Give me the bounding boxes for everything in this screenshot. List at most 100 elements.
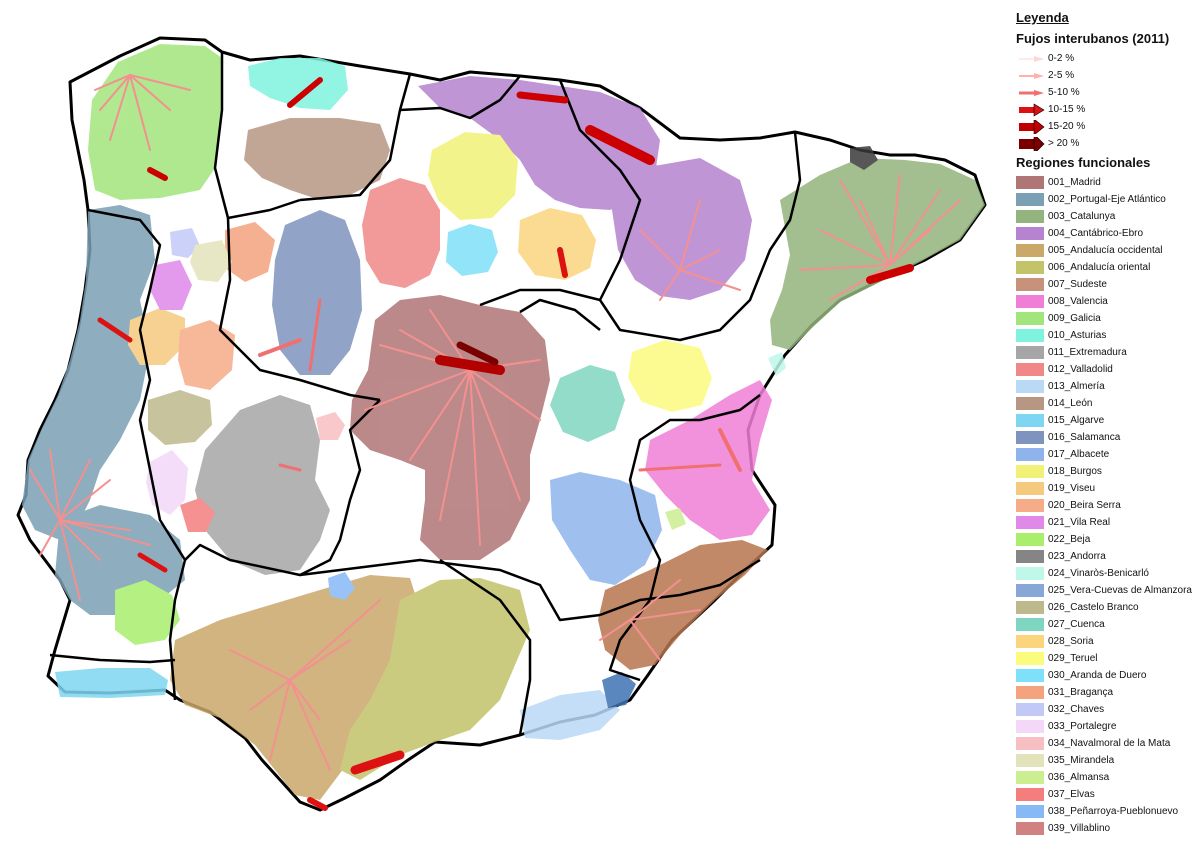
region-almeria <box>520 690 620 740</box>
region-legend-item: 033_Portalegre <box>1016 718 1196 735</box>
region-swatch <box>1016 788 1044 801</box>
flow-arrow-icon <box>1019 136 1045 151</box>
regions-title: Regiones funcionales <box>1016 155 1151 170</box>
region-legend-item: 005_Andalucía occidental <box>1016 242 1196 259</box>
flow-legend-item: 15-20 % <box>1016 118 1196 135</box>
region-legend-item: 009_Galicia <box>1016 310 1196 327</box>
region-legend-item: 021_Vila Real <box>1016 514 1196 531</box>
region-extremadura <box>195 395 330 575</box>
flow-legend-item: 5-10 % <box>1016 84 1196 101</box>
region-legend-label: 032_Chaves <box>1048 704 1105 715</box>
region-legend-item: 011_Extremadura <box>1016 344 1196 361</box>
region-legend-item: 006_Andalucía oriental <box>1016 259 1196 276</box>
region-legend-item: 022_Beja <box>1016 531 1196 548</box>
region-swatch <box>1016 635 1044 648</box>
region-navalmoral <box>316 412 345 440</box>
flow-legend-item: 2-5 % <box>1016 67 1196 84</box>
region-salamanca <box>272 210 362 375</box>
region-cantabrico-ebro-south <box>612 158 752 300</box>
region-swatch <box>1016 754 1044 767</box>
administrative-boundaries <box>49 52 802 736</box>
region-swatch <box>1016 533 1044 546</box>
iberia-map <box>16 36 987 812</box>
flow-arrow-icon <box>1019 119 1045 134</box>
region-legend-label: 034_Navalmoral de la Mata <box>1048 738 1171 749</box>
region-legend-label: 006_Andalucía oriental <box>1048 262 1151 273</box>
region-legend-label: 009_Galicia <box>1048 313 1101 324</box>
region-swatch <box>1016 244 1044 257</box>
region-legend-item: 026_Castelo Branco <box>1016 599 1196 616</box>
region-legend-label: 033_Portalegre <box>1048 721 1117 732</box>
region-swatch <box>1016 669 1044 682</box>
flow-legend-label: 0-2 % <box>1048 53 1075 64</box>
region-legend-item: 035_Mirandela <box>1016 752 1196 769</box>
region-legend-item: 036_Almansa <box>1016 769 1196 786</box>
region-swatch <box>1016 261 1044 274</box>
region-swatch <box>1016 431 1044 444</box>
region-legend-item: 028_Soria <box>1016 633 1196 650</box>
region-galicia <box>88 44 222 200</box>
flow-legend-label: 2-5 % <box>1048 70 1075 81</box>
region-legend-label: 020_Beira Serra <box>1048 500 1121 511</box>
region-swatch <box>1016 465 1044 478</box>
region-madrid <box>350 295 550 560</box>
region-braganca <box>225 222 275 282</box>
region-swatch <box>1016 601 1044 614</box>
flow-legend-label: 5-10 % <box>1048 87 1080 98</box>
region-swatch <box>1016 414 1044 427</box>
flow-legend-label: 15-20 % <box>1048 121 1086 132</box>
region-mirandela <box>190 240 232 282</box>
region-swatch <box>1016 822 1044 835</box>
region-legend-label: 029_Teruel <box>1048 653 1098 664</box>
region-vera <box>602 672 636 708</box>
region-cantabrico-ebro <box>418 76 660 210</box>
region-swatch <box>1016 278 1044 291</box>
region-legend-item: 030_Aranda de Duero <box>1016 667 1196 684</box>
region-legend-label: 022_Beja <box>1048 534 1091 545</box>
region-beira-serra <box>178 320 235 390</box>
region-swatch <box>1016 380 1044 393</box>
region-legend-label: 007_Sudeste <box>1048 279 1107 290</box>
region-legend-label: 038_Peñarroya-Pueblonuevo <box>1048 806 1179 817</box>
region-swatch <box>1016 312 1044 325</box>
flow-legend-label: 10-15 % <box>1048 104 1086 115</box>
region-catalunya <box>770 158 985 350</box>
region-legend-item: 016_Salamanca <box>1016 429 1196 446</box>
region-legend-item: 020_Beira Serra <box>1016 497 1196 514</box>
region-legend-label: 030_Aranda de Duero <box>1048 670 1147 681</box>
flow-legend-label: > 20 % <box>1048 138 1080 149</box>
region-legend-item: 017_Albacete <box>1016 446 1196 463</box>
flow-arrow-icon <box>1019 102 1045 117</box>
region-legend-item: 034_Navalmoral de la Mata <box>1016 735 1196 752</box>
region-legend-label: 036_Almansa <box>1048 772 1110 783</box>
region-teruel <box>628 340 712 412</box>
region-aranda <box>446 224 498 276</box>
region-castelo-branco <box>148 390 212 445</box>
region-legend-item: 014_León <box>1016 395 1196 412</box>
region-legend-item: 031_Bragança <box>1016 684 1196 701</box>
region-andorra <box>850 146 878 170</box>
region-legend-item: 001_Madrid <box>1016 174 1196 191</box>
region-swatch <box>1016 652 1044 665</box>
region-legend-item: 012_Valladolid <box>1016 361 1196 378</box>
region-valencia <box>645 380 772 540</box>
region-swatch <box>1016 720 1044 733</box>
flow-legend-item: 0-2 % <box>1016 50 1196 67</box>
region-legend-item: 032_Chaves <box>1016 701 1196 718</box>
flow-arrow-icon <box>1019 72 1044 79</box>
region-swatch <box>1016 482 1044 495</box>
region-almansa <box>665 508 686 530</box>
region-swatch <box>1016 210 1044 223</box>
region-swatch <box>1016 550 1044 563</box>
region-swatch <box>1016 363 1044 376</box>
region-legend-item: 013_Almería <box>1016 378 1196 395</box>
region-beja <box>115 580 180 645</box>
region-swatch <box>1016 397 1044 410</box>
region-algarve <box>55 668 168 698</box>
region-cuenca <box>550 365 625 442</box>
region-swatch <box>1016 329 1044 342</box>
region-legend-label: 016_Salamanca <box>1048 432 1121 443</box>
region-legend-label: 018_Burgos <box>1048 466 1102 477</box>
region-legend-label: 039_Villablino <box>1048 823 1111 834</box>
region-soria <box>518 208 596 280</box>
